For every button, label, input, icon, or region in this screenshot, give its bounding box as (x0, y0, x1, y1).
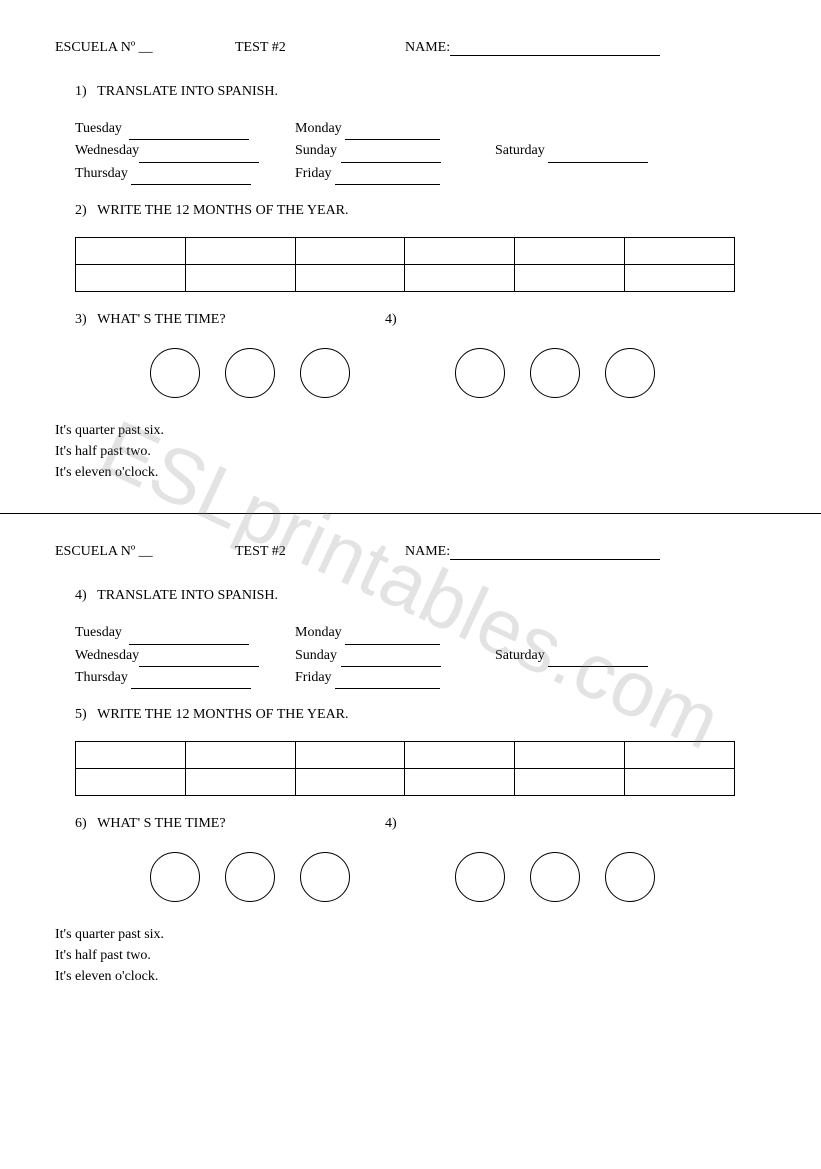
clock-circle[interactable] (300, 852, 350, 902)
month-cell[interactable] (76, 742, 186, 769)
month-cell[interactable] (185, 238, 295, 265)
q4-number-b: 4) (385, 816, 397, 832)
month-cell[interactable] (185, 742, 295, 769)
month-cell[interactable] (185, 265, 295, 292)
month-cell[interactable] (295, 265, 405, 292)
month-cell[interactable] (76, 769, 186, 796)
time-question-row: 6) WHAT' S THE TIME? 4) (55, 816, 766, 832)
month-cell[interactable] (515, 265, 625, 292)
days-col2: Monday Sunday Friday (295, 118, 495, 185)
day-blank[interactable] (129, 126, 249, 140)
clock-circles-row (150, 348, 766, 398)
name-label: NAME: (405, 40, 766, 56)
clock-circle[interactable] (150, 852, 200, 902)
month-cell[interactable] (405, 769, 515, 796)
school-label: ESCUELA Nº __ (55, 544, 235, 560)
clock-circle[interactable] (225, 852, 275, 902)
clock-circle[interactable] (300, 348, 350, 398)
month-cell[interactable] (625, 769, 735, 796)
clock-circle[interactable] (605, 852, 655, 902)
days-col1: Tuesday Wednesday Thursday (75, 118, 295, 185)
page-divider (0, 513, 821, 514)
months-table (75, 741, 735, 796)
q6-title: 6) WHAT' S THE TIME? (75, 816, 385, 832)
time-statements: It's quarter past six. It's half past tw… (55, 420, 766, 483)
day-blank[interactable] (139, 149, 259, 163)
month-cell[interactable] (76, 265, 186, 292)
day-blank[interactable] (335, 675, 440, 689)
month-cell[interactable] (405, 238, 515, 265)
q4-number: 4) (385, 312, 397, 328)
clock-circle[interactable] (225, 348, 275, 398)
name-blank[interactable] (450, 42, 660, 56)
question-2: 2) WRITE THE 12 MONTHS OF THE YEAR. (75, 203, 766, 219)
day-blank[interactable] (341, 149, 441, 163)
month-cell[interactable] (185, 769, 295, 796)
clock-circles-row (150, 852, 766, 902)
month-cell[interactable] (76, 238, 186, 265)
days-col1: Tuesday Wednesday Thursday (75, 622, 295, 689)
school-label: ESCUELA Nº __ (55, 40, 235, 56)
q4-title: 4) TRANSLATE INTO SPANISH. (75, 588, 766, 604)
month-cell[interactable] (625, 742, 735, 769)
clock-circle[interactable] (530, 852, 580, 902)
months-table (75, 237, 735, 292)
q5-title: 5) WRITE THE 12 MONTHS OF THE YEAR. (75, 707, 766, 723)
day-blank[interactable] (139, 653, 259, 667)
test-label: TEST #2 (235, 544, 405, 560)
q2-title: 2) WRITE THE 12 MONTHS OF THE YEAR. (75, 203, 766, 219)
clock-circle[interactable] (150, 348, 200, 398)
clock-circle[interactable] (455, 348, 505, 398)
days-grid: Tuesday Wednesday Thursday Monday Sunday… (75, 622, 766, 689)
month-cell[interactable] (515, 238, 625, 265)
clock-circle[interactable] (455, 852, 505, 902)
days-col3: Saturday (495, 622, 695, 689)
day-blank[interactable] (345, 631, 440, 645)
question-1: 1) TRANSLATE INTO SPANISH. Tuesday Wedne… (75, 84, 766, 185)
month-cell[interactable] (405, 742, 515, 769)
day-blank[interactable] (548, 149, 648, 163)
day-blank[interactable] (131, 171, 251, 185)
month-cell[interactable] (625, 238, 735, 265)
day-blank[interactable] (345, 126, 440, 140)
name-blank[interactable] (450, 546, 660, 560)
day-blank[interactable] (131, 675, 251, 689)
days-col3: Saturday (495, 118, 695, 185)
worksheet-top: ESCUELA Nº __ TEST #2 NAME: 1) TRANSLATE… (55, 40, 766, 483)
month-cell[interactable] (295, 742, 405, 769)
question-4: 4) TRANSLATE INTO SPANISH. Tuesday Wedne… (75, 588, 766, 689)
month-cell[interactable] (295, 769, 405, 796)
days-grid: Tuesday Wednesday Thursday Monday Sunday… (75, 118, 766, 185)
month-cell[interactable] (405, 265, 515, 292)
name-label: NAME: (405, 544, 766, 560)
day-blank[interactable] (129, 631, 249, 645)
month-cell[interactable] (515, 742, 625, 769)
day-blank[interactable] (548, 653, 648, 667)
time-statements: It's quarter past six. It's half past tw… (55, 924, 766, 987)
days-col2: Monday Sunday Friday (295, 622, 495, 689)
clock-circle[interactable] (605, 348, 655, 398)
header-row: ESCUELA Nº __ TEST #2 NAME: (55, 40, 766, 56)
day-blank[interactable] (335, 171, 440, 185)
time-question-row: 3) WHAT' S THE TIME? 4) (55, 312, 766, 328)
month-cell[interactable] (625, 265, 735, 292)
test-label: TEST #2 (235, 40, 405, 56)
worksheet-bottom: ESCUELA Nº __ TEST #2 NAME: 4) TRANSLATE… (55, 544, 766, 987)
month-cell[interactable] (295, 238, 405, 265)
month-cell[interactable] (515, 769, 625, 796)
clock-circle[interactable] (530, 348, 580, 398)
question-5: 5) WRITE THE 12 MONTHS OF THE YEAR. (75, 707, 766, 723)
q3-title: 3) WHAT' S THE TIME? (75, 312, 385, 328)
header-row: ESCUELA Nº __ TEST #2 NAME: (55, 544, 766, 560)
day-blank[interactable] (341, 653, 441, 667)
q1-title: 1) TRANSLATE INTO SPANISH. (75, 84, 766, 100)
